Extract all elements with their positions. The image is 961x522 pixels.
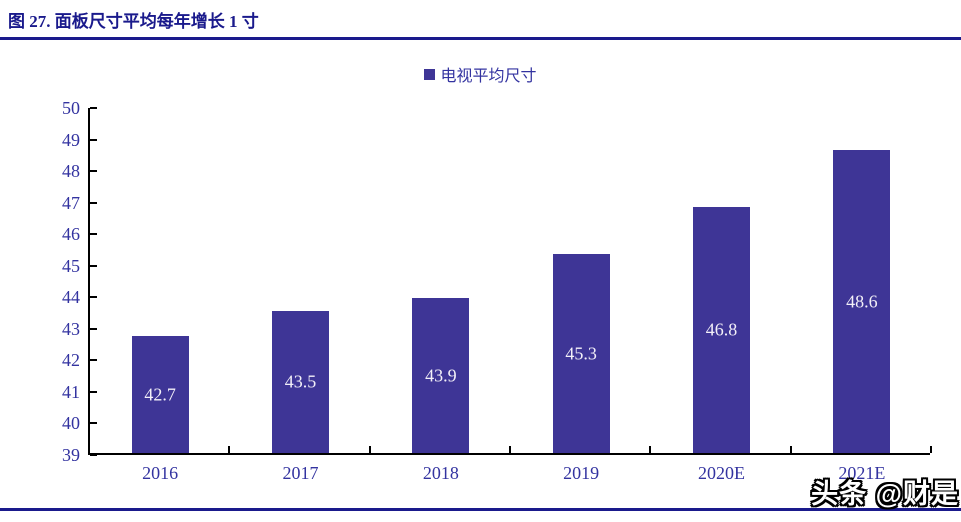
bar: 45.3	[552, 254, 610, 453]
bar: 46.8	[693, 206, 750, 453]
bar-value-label: 48.6	[846, 291, 878, 312]
y-axis-tick-mark	[90, 454, 97, 456]
y-axis-tick-mark	[90, 170, 97, 173]
bar: 43.9	[412, 298, 470, 453]
y-axis-tick-label: 48	[62, 161, 80, 182]
bar-value-label: 46.8	[705, 319, 738, 340]
legend-square-marker-icon	[424, 68, 436, 80]
bar-value-label: 43.5	[284, 371, 317, 392]
y-axis-tick-label: 50	[62, 98, 80, 118]
y-axis-tick-mark	[90, 390, 97, 393]
x-axis-tick-mark	[368, 446, 371, 453]
chart-legend: 电视平均尺寸	[0, 62, 961, 86]
y-axis-tick-label: 41	[62, 381, 80, 402]
y-axis-tick-mark	[90, 327, 97, 330]
y-axis-tick-mark	[90, 138, 97, 141]
figure-title: 图 27. 面板尺寸平均每年增长 1 寸	[8, 12, 259, 31]
bottom-divider-line	[0, 508, 961, 511]
y-axis-tick-label: 47	[62, 192, 80, 213]
y-axis-tick-mark	[90, 107, 97, 109]
y-axis-tick-label: 49	[62, 129, 80, 150]
y-axis-tick-mark	[90, 233, 97, 236]
y-axis-tick-label: 43	[62, 318, 80, 339]
title-divider-line	[0, 37, 961, 40]
bar-chart-plot-area: 39 40 41 42 43 44 45 46 47 48 49 50 42.7 43.5 43.9 45.3…	[62, 98, 932, 483]
y-axis-tick-label: 42	[62, 350, 80, 371]
y-axis-tick-mark	[90, 359, 97, 362]
bar-value-label: 42.7	[144, 384, 176, 405]
legend-label: 电视平均尺寸	[440, 68, 537, 85]
bar-value-label: 45.3	[565, 343, 597, 364]
watermark: 头条 @财是	[811, 479, 959, 509]
y-axis-tick-mark	[90, 264, 97, 267]
bar: 48.6	[833, 150, 891, 453]
y-axis-tick-label: 45	[62, 255, 80, 276]
x-axis-tick-mark	[789, 446, 792, 453]
y-axis-tick-mark	[90, 422, 97, 425]
x-axis-category-label: 2019	[563, 463, 600, 483]
x-axis-category-label: 2017	[282, 463, 319, 483]
x-axis-tick-mark	[509, 446, 511, 453]
x-axis-tick-mark	[930, 446, 932, 453]
bar: 43.5	[272, 311, 329, 453]
y-axis-tick-label: 39	[62, 445, 80, 465]
y-axis-tick-mark	[90, 296, 97, 299]
x-axis-tick-mark	[649, 446, 652, 453]
x-axis-category-label: 2020E	[697, 463, 745, 483]
y-axis-tick-mark	[90, 201, 97, 204]
x-axis-category-label: 2021E	[838, 463, 886, 483]
x-axis-category-label: 2018	[422, 463, 459, 483]
bar-value-label: 43.9	[425, 365, 457, 386]
y-axis-tick-label: 46	[62, 224, 80, 245]
bar: 42.7	[131, 336, 189, 453]
x-axis-tick-mark	[228, 446, 231, 453]
y-axis-tick-label: 44	[62, 287, 80, 308]
x-axis-category-label: 2016	[142, 463, 179, 483]
y-axis-tick-label: 40	[62, 413, 80, 434]
